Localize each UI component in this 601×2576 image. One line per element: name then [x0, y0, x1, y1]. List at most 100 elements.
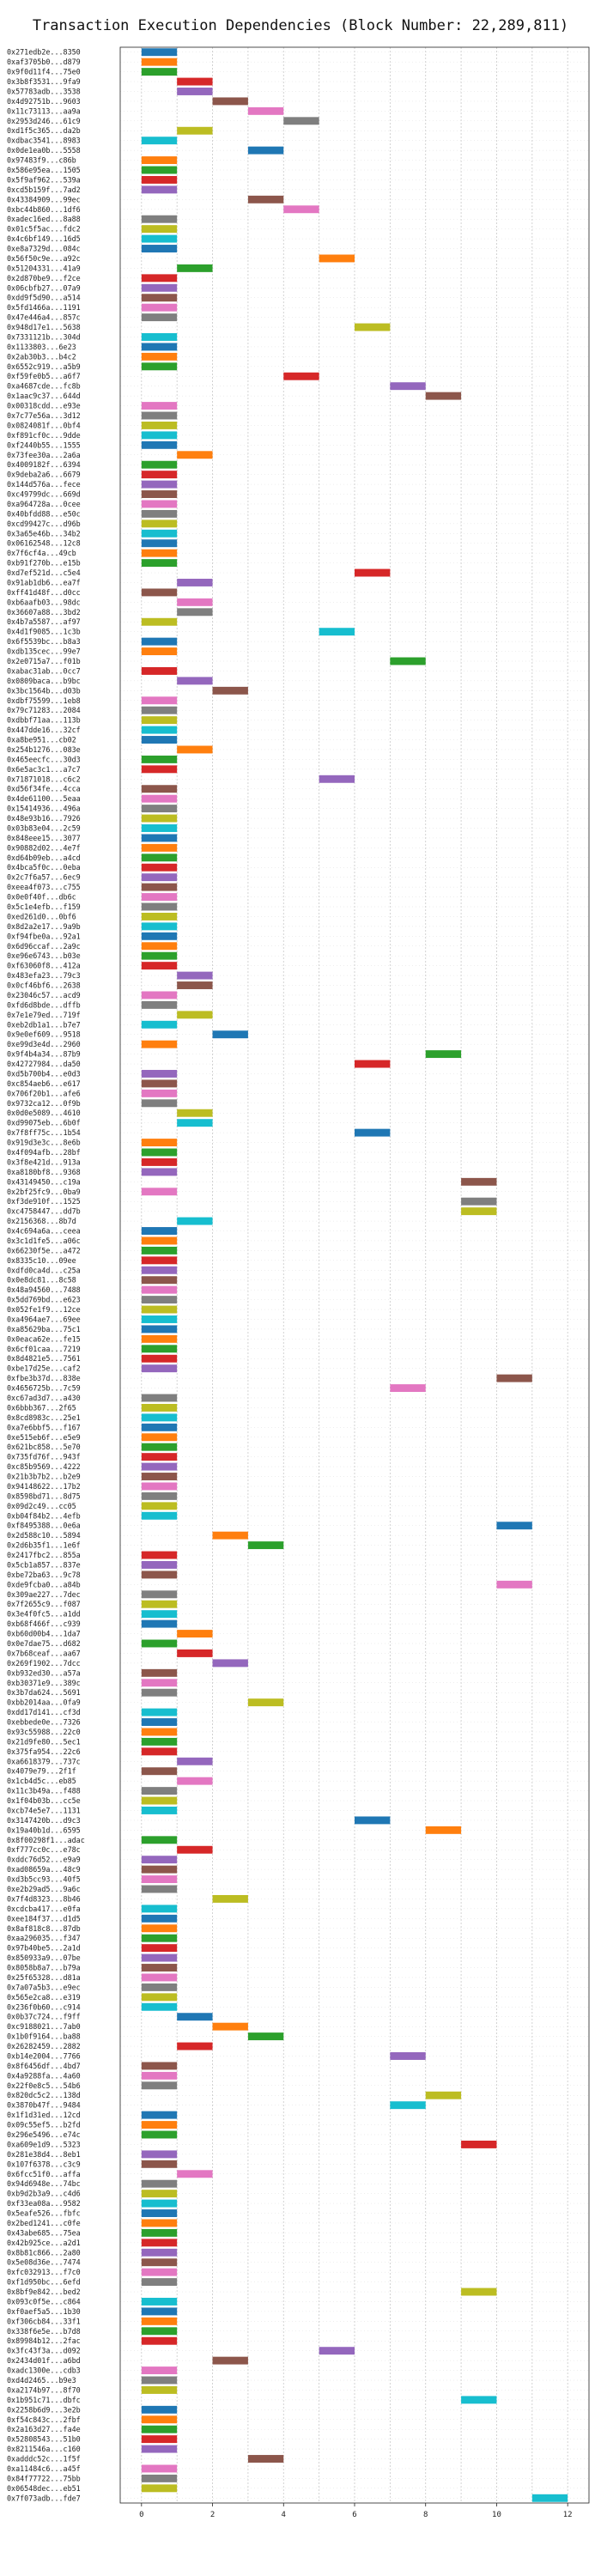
transaction-bar — [177, 264, 213, 272]
transaction-bar — [141, 932, 178, 940]
transaction-bar — [141, 1561, 178, 1569]
transaction-bar — [141, 2268, 178, 2276]
transaction-bar — [141, 1334, 178, 1343]
y-tick-label: 0x2a163d27...fa4e — [7, 2425, 81, 2433]
transaction-bar — [141, 245, 178, 252]
transaction-bar — [141, 1747, 178, 1756]
y-tick-label: 0x735fd76f...943f — [7, 1453, 81, 1461]
y-tick-label: 0xd7ef521d...c5e4 — [7, 568, 81, 577]
transaction-bar — [247, 195, 284, 204]
y-tick-label: 0x271edb2e...8350 — [7, 48, 81, 57]
transaction-bar — [141, 234, 178, 243]
y-tick-label: 0x5e08d36e...7474 — [7, 2258, 81, 2267]
transaction-bar — [141, 2111, 178, 2119]
y-tick-label: 0x4f094afb...28bf — [7, 1148, 81, 1157]
y-tick-label: 0x89984b12...2fac — [7, 2336, 81, 2345]
y-tick-label: 0x0d0e5089...4610 — [7, 1109, 81, 1117]
transaction-bar — [141, 1492, 178, 1500]
y-tick-label: 0x465eecfc...30d3 — [7, 755, 81, 763]
transaction-bar — [141, 1914, 178, 1923]
transaction-bar — [177, 77, 213, 86]
y-tick-label: 0x7f6cf4a...49cb — [7, 549, 76, 557]
transaction-bar — [141, 951, 178, 960]
y-tick-label: 0xbe72ba63...9c78 — [7, 1571, 81, 1579]
y-tick-label: 0x11c3b49a...f488 — [7, 1787, 81, 1795]
y-tick-label: 0xdbbf71aa...113b — [7, 716, 81, 725]
y-tick-label: 0x1aac9c37...644d — [7, 392, 81, 400]
transaction-bar — [141, 1807, 178, 1814]
transaction-bar — [141, 519, 178, 528]
y-tick-label: 0x09d2c49...cc05 — [7, 1502, 76, 1510]
transaction-bar — [141, 2062, 178, 2070]
y-tick-label: 0x2c7f6a57...6ec9 — [7, 873, 81, 882]
transaction-bar — [461, 2287, 497, 2296]
y-tick-label: 0x21d9fe80...5ec1 — [7, 1737, 81, 1746]
transaction-bar — [141, 1188, 178, 1196]
transaction-bar — [141, 2071, 178, 2080]
transaction-bar — [283, 372, 319, 380]
transaction-bar — [141, 2258, 178, 2267]
y-tick-label: 0x91ab1db6...ea7f — [7, 578, 81, 586]
transaction-bar — [141, 2405, 178, 2414]
transaction-bar — [531, 2494, 568, 2502]
x-tick-label: 4 — [282, 2511, 286, 2519]
y-tick-label: 0x4d92751b...9603 — [7, 97, 81, 106]
transaction-bar — [141, 1099, 178, 1108]
y-tick-label: 0x820dc5c2...138d — [7, 2091, 81, 2099]
transaction-bar — [141, 2248, 178, 2257]
x-tick-label: 12 — [563, 2511, 573, 2519]
y-tick-label: 0x1b951c71...dbfc — [7, 2396, 81, 2404]
transaction-bar — [177, 1109, 213, 1117]
y-tick-label: 0xadec16ed...8a88 — [7, 215, 81, 223]
transaction-bar — [141, 2474, 178, 2482]
y-tick-label: 0xc9188021...7ab0 — [7, 2022, 81, 2031]
y-tick-label: 0x00318cdd...e93e — [7, 402, 81, 410]
y-tick-label: 0xf306cb84...33f1 — [7, 2317, 81, 2325]
transaction-bar — [212, 1894, 248, 1903]
y-tick-label: 0x0de1ea0b...5558 — [7, 146, 81, 155]
transaction-bar — [461, 2396, 497, 2404]
y-tick-label: 0x850933a9...07be — [7, 1953, 81, 1962]
transaction-bar — [141, 2190, 178, 2198]
y-tick-label: 0x447dde16...32cf — [7, 726, 81, 734]
y-tick-label: 0x9e0ef609...9518 — [7, 1030, 81, 1039]
y-tick-label: 0xa6618379...737c — [7, 1757, 81, 1765]
transaction-bar — [141, 2228, 178, 2237]
transaction-bar — [141, 1423, 178, 1431]
transaction-bar — [141, 1256, 178, 1265]
y-tick-label: 0xdbf75599...1eb8 — [7, 696, 81, 705]
transaction-bar — [141, 1964, 178, 1971]
y-tick-label: 0x2d588c10...5894 — [7, 1531, 81, 1540]
transaction-bar — [319, 254, 355, 263]
transaction-bar — [141, 588, 178, 597]
transaction-bar — [141, 1639, 178, 1648]
x-tick-label: 10 — [492, 2511, 501, 2519]
y-tick-label: 0x0824081f...0bf4 — [7, 421, 81, 429]
transaction-bar — [141, 1875, 178, 1884]
transaction-bar — [461, 1177, 497, 1186]
transaction-bar — [141, 1836, 178, 1844]
transaction-bar — [425, 1050, 462, 1059]
y-tick-label: 0xe99d3e4d...2960 — [7, 1040, 81, 1048]
transaction-bar — [141, 2239, 178, 2247]
y-tick-label: 0xf8495388...0e6a — [7, 1522, 81, 1530]
transaction-bar — [177, 608, 213, 617]
transaction-bar — [141, 1403, 178, 1412]
y-tick-label: 0x97b40be5...2a1d — [7, 1944, 81, 1953]
transaction-bar — [141, 912, 178, 920]
y-tick-label: 0x48e93b16...7926 — [7, 814, 81, 823]
transaction-bar — [496, 1374, 532, 1382]
y-tick-label: 0x0cf46bf6...2638 — [7, 981, 81, 990]
y-tick-label: 0xf33ea08a...9582 — [7, 2199, 81, 2208]
y-tick-label: 0x19a40b1d...6595 — [7, 1826, 81, 1834]
transaction-bar — [212, 2356, 248, 2365]
transaction-bar — [141, 1600, 178, 1608]
transaction-bar — [141, 480, 178, 489]
transaction-bar — [425, 1826, 462, 1834]
y-tick-label: 0xeea4f073...c755 — [7, 883, 81, 891]
transaction-bar — [141, 716, 178, 725]
x-tick-label: 0 — [139, 2511, 143, 2519]
y-tick-label: 0x2434d01f...a6bd — [7, 2356, 81, 2365]
y-tick-label: 0x483efa23...79c3 — [7, 971, 81, 980]
y-tick-label: 0x052fe1f9...12ce — [7, 1305, 81, 1314]
